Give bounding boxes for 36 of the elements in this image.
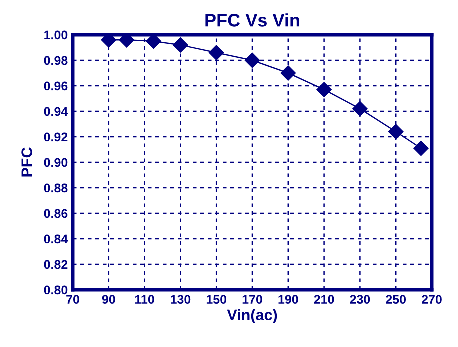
point [388,124,404,140]
x-tick-label: 230 [350,295,370,304]
point [101,35,116,48]
point [209,45,224,60]
point [146,35,162,49]
x-tick-label: 130 [171,295,191,304]
y-tick-label: 0.98 [44,56,68,66]
y-tick-label: 0.96 [44,82,68,91]
point [173,38,188,53]
x-tick-label: 150 [206,295,227,304]
x-tick-label: 110 [136,295,154,304]
y-tick-label: 0.90 [44,158,68,168]
point [280,66,296,81]
x-tick-label: 210 [314,295,334,304]
x-tick-label: 70 [66,295,80,304]
y-tick-label: 0.94 [44,107,68,116]
point [316,82,332,98]
y-tick-label: 1.00 [44,30,68,40]
x-tick-label: 90 [102,295,116,304]
y-tick-label: 0.80 [44,286,68,295]
y-axis-title: PFC [22,148,32,177]
point [352,101,368,117]
point [119,35,134,48]
x-tick-label: 170 [242,295,262,304]
point [414,140,429,156]
y-tick-label: 0.86 [44,209,68,218]
y-tick-label: 0.82 [44,260,68,270]
x-tick-label: 250 [386,295,406,304]
y-tick-label: 0.84 [44,234,68,244]
chart-title: PFC Vs Vin [206,14,300,27]
y-tick-label: 0.88 [44,184,68,193]
x-tick-label: 190 [278,295,298,304]
x-tick-label: 270 [422,295,442,304]
x-axis-title: Vin(ac) [227,309,278,324]
y-tick-label: 0.92 [44,132,68,142]
point [244,52,260,68]
